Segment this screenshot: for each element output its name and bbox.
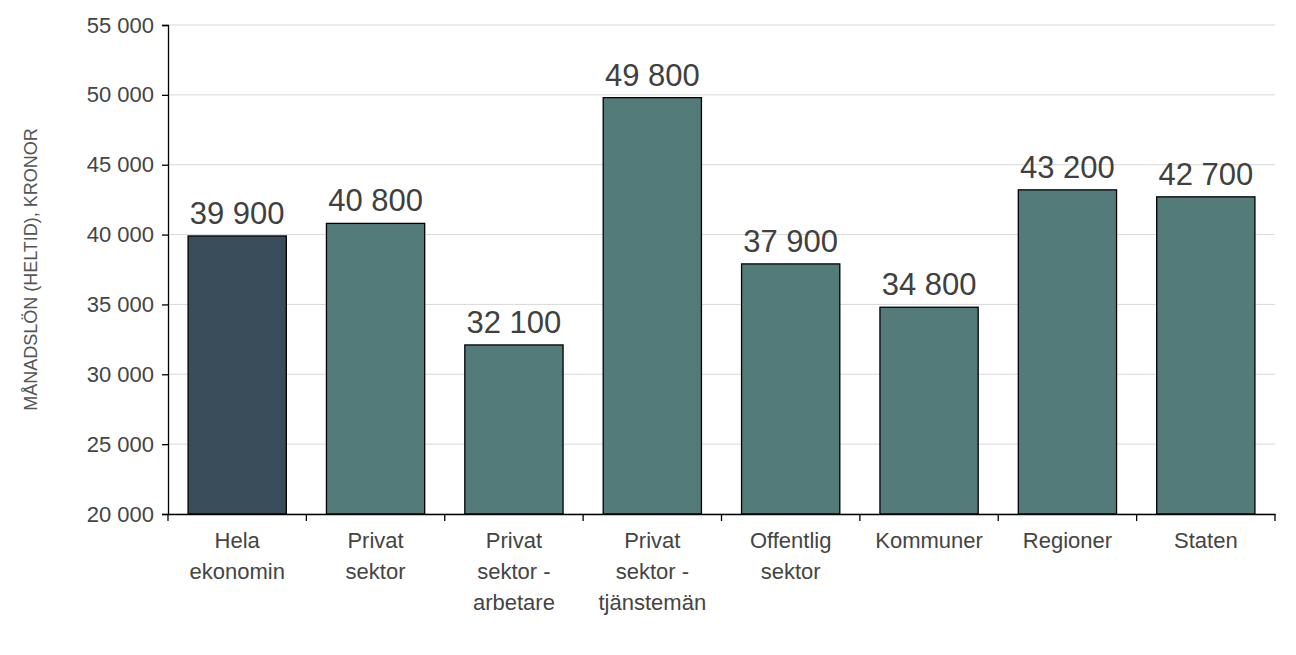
data-label: 39 900 xyxy=(190,196,285,231)
bar xyxy=(188,236,286,514)
y-tick-label: 50 000 xyxy=(87,82,154,107)
x-boundary-tick xyxy=(1274,514,1275,521)
x-tick: Staten xyxy=(1174,514,1238,553)
grid-line xyxy=(168,94,1275,95)
x-tick-label-line: Offentlig xyxy=(750,528,832,553)
bar xyxy=(742,264,840,514)
x-tick-label: Hela ekonomin xyxy=(189,528,284,584)
x-tick: Privat sektor - tjänstemän xyxy=(599,514,707,615)
x-tick-label-line: Kommuner xyxy=(875,528,983,553)
x-boundary-tick xyxy=(721,514,722,521)
x-tick-label: Offentlig sektor xyxy=(750,528,832,584)
x-tick-label-line: sektor - xyxy=(616,559,689,584)
x-tick-label-line: Privat xyxy=(624,528,680,553)
bar xyxy=(880,307,978,514)
x-tick-label: Privat sektor - arbetare xyxy=(473,528,555,615)
y-tick-mark xyxy=(162,165,168,166)
x-tick-label: Kommuner xyxy=(875,528,983,553)
x-tick-label-line: Privat xyxy=(486,528,542,553)
x-tick-label-line: ekonomin xyxy=(189,559,284,584)
x-tick: Hela ekonomin xyxy=(189,514,284,584)
x-tick: Privat sektor - arbetare xyxy=(473,514,555,615)
y-tick: 35 000 xyxy=(87,292,168,317)
x-boundary-tick xyxy=(859,514,860,521)
x-boundary-tick xyxy=(306,514,307,521)
y-axis: 20 000 25 000 30 000 35 000 40 000 45 000 50 0… xyxy=(87,13,169,527)
bars xyxy=(188,98,1255,514)
data-label: 37 900 xyxy=(743,224,838,259)
data-label: 32 100 xyxy=(467,305,562,340)
x-tick-label: Privat sektor xyxy=(346,528,406,584)
y-axis-title: MÅNADSLÖN (HELTID), KRONOR xyxy=(21,128,41,411)
y-tick-label: 40 000 xyxy=(87,222,154,247)
x-tick-label-line: Regioner xyxy=(1023,528,1112,553)
y-tick-mark xyxy=(162,95,168,96)
y-tick: 50 000 xyxy=(87,82,168,107)
grid-line xyxy=(168,25,1275,26)
data-label: 43 200 xyxy=(1020,150,1115,185)
y-tick: 45 000 xyxy=(87,152,168,177)
y-tick-label: 35 000 xyxy=(87,292,154,317)
x-tick-label: Staten xyxy=(1174,528,1238,553)
x-tick: Offentlig sektor xyxy=(750,514,832,584)
x-tick-label-line: Hela xyxy=(215,528,261,553)
x-tick: Kommuner xyxy=(875,514,983,553)
x-tick-label-line: sektor - xyxy=(477,559,550,584)
x-boundary-tick xyxy=(167,514,168,521)
x-boundary-tick xyxy=(1136,514,1137,521)
x-tick-label-line: Privat xyxy=(347,528,403,553)
grid xyxy=(168,25,1275,514)
y-tick-mark xyxy=(162,25,168,26)
y-axis-line xyxy=(162,26,169,515)
x-boundary-tick xyxy=(582,514,583,521)
y-tick-mark xyxy=(162,304,168,305)
y-tick: 20 000 xyxy=(87,502,168,527)
plot: 20 000 25 000 30 000 35 000 40 000 45 000 50 0… xyxy=(87,13,1276,615)
bar xyxy=(465,345,563,514)
y-tick-label: 25 000 xyxy=(87,432,154,457)
y-tick-label: 45 000 xyxy=(87,152,154,177)
data-label: 42 700 xyxy=(1158,157,1253,192)
x-tick: Regioner xyxy=(1023,514,1112,553)
data-label: 34 800 xyxy=(882,267,977,302)
chart: 20 000 25 000 30 000 35 000 40 000 45 000 50 0… xyxy=(0,0,1296,655)
y-tick-mark xyxy=(162,444,168,445)
x-tick-label-line: arbetare xyxy=(473,590,555,615)
y-tick: 55 000 xyxy=(87,13,168,38)
y-tick-mark xyxy=(162,514,168,515)
x-tick-label: Regioner xyxy=(1023,528,1112,553)
x-boundary-tick xyxy=(998,514,999,521)
x-axis: Hela ekonomin Privat sektor Privat sektor - ar… xyxy=(168,514,1276,615)
bar xyxy=(603,98,701,514)
y-tick: 30 000 xyxy=(87,362,168,387)
x-tick-label-line: sektor xyxy=(761,559,821,584)
x-tick-label-line: tjänstemän xyxy=(599,590,707,615)
y-tick-label: 55 000 xyxy=(87,13,154,38)
x-boundary-tick xyxy=(444,514,445,521)
data-labels: 39 900 40 800 32 100 49 800 37 900 34 800 43 2… xyxy=(190,58,1253,340)
y-tick: 25 000 xyxy=(87,432,168,457)
y-tick-mark xyxy=(162,234,168,235)
x-tick-label-line: Staten xyxy=(1174,528,1238,553)
x-tick: Privat sektor xyxy=(346,514,406,584)
bar xyxy=(1157,197,1255,514)
bar xyxy=(1018,190,1116,514)
bar xyxy=(326,223,424,514)
y-tick-mark xyxy=(162,374,168,375)
data-label: 40 800 xyxy=(328,183,423,218)
y-tick-label: 20 000 xyxy=(87,502,154,527)
y-tick: 40 000 xyxy=(87,222,168,247)
x-tick-label-line: sektor xyxy=(346,559,406,584)
y-tick-label: 30 000 xyxy=(87,362,154,387)
data-label: 49 800 xyxy=(605,58,700,93)
x-tick-label: Privat sektor - tjänstemän xyxy=(599,528,707,615)
